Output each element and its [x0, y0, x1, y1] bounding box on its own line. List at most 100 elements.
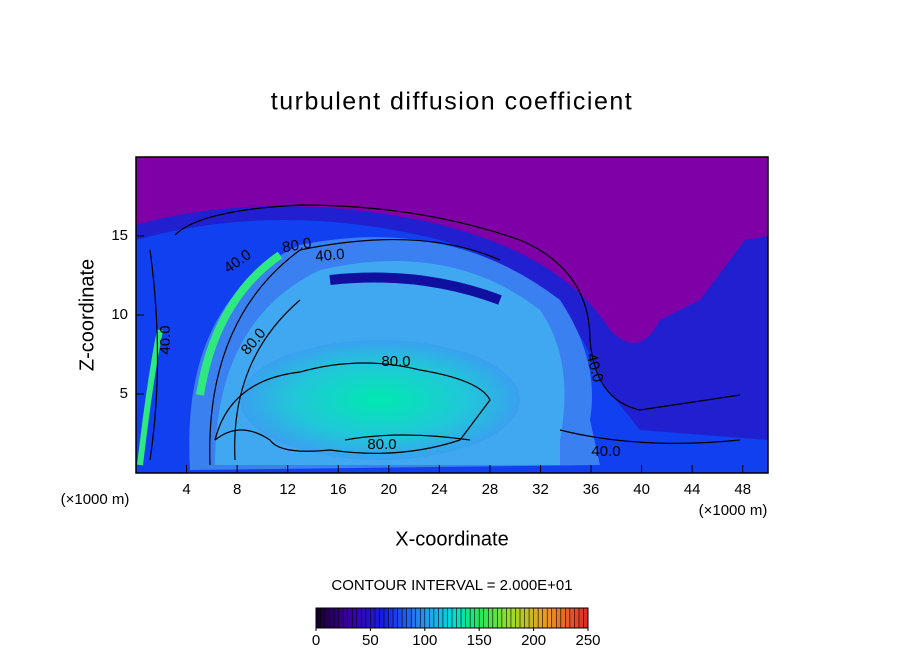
contour-label: 80.0: [281, 235, 313, 257]
x-tick-label: 16: [330, 481, 347, 498]
x-tick-label: 44: [684, 481, 701, 498]
colorbar-tick-label: 250: [575, 632, 600, 649]
colorbar-swatch: [334, 608, 339, 628]
contour-label: 80.0: [367, 436, 396, 453]
colorbar-swatch: [411, 608, 416, 628]
chart-title: turbulent diffusion coefficient: [271, 88, 633, 116]
colorbar-swatch: [533, 608, 539, 628]
colorbar-swatch: [583, 608, 588, 628]
colorbar-swatch: [365, 608, 371, 628]
colorbar-swatch: [501, 608, 507, 628]
colorbar-swatch: [529, 608, 534, 628]
colorbar-swatch: [370, 608, 375, 628]
colorbar-swatch: [420, 608, 425, 628]
colorbar-swatch: [406, 608, 412, 628]
colorbar-swatch: [320, 608, 326, 628]
colorbar-swatch: [574, 608, 579, 628]
colorbar-swatch: [479, 608, 484, 628]
colorbar-swatch: [569, 608, 575, 628]
colorbar-swatch: [547, 608, 552, 628]
colorbar-swatch: [542, 608, 548, 628]
colorbar-tick-label: 0: [312, 632, 320, 649]
colorbar-swatch: [384, 608, 389, 628]
colorbar-swatch: [488, 608, 493, 628]
colorbar-swatch: [424, 608, 430, 628]
colorbar-swatch: [393, 608, 398, 628]
colorbar-swatch: [578, 608, 584, 628]
field-streak: [329, 272, 502, 305]
colorbar-swatch: [452, 608, 457, 628]
colorbar-swatch: [447, 608, 452, 628]
colorbar-swatch: [465, 608, 471, 628]
x-tick-label: 28: [482, 481, 499, 498]
colorbar-swatch: [510, 608, 516, 628]
contour-label: 40.0: [157, 325, 174, 354]
colorbar-tick-label: 150: [467, 632, 492, 649]
colorbar-swatch: [329, 608, 335, 628]
colorbar-swatch: [402, 608, 407, 628]
x-axis-label: X-coordinate: [395, 528, 508, 550]
colorbar-swatch: [483, 608, 489, 628]
colorbar-swatch: [551, 608, 557, 628]
y-tick-label: 5: [120, 385, 128, 402]
field: [136, 157, 768, 473]
colorbar-swatch: [461, 608, 466, 628]
colorbar-swatch: [343, 608, 348, 628]
colorbar-swatch: [497, 608, 502, 628]
x-unit-label: (×1000 m): [61, 491, 130, 508]
colorbar-swatch: [352, 608, 357, 628]
x-tick-label: 20: [380, 481, 397, 498]
y-tick-label: 15: [111, 227, 128, 244]
x-tick-label: 4: [182, 481, 190, 498]
colorbar-swatch: [520, 608, 525, 628]
x-tick-label: 32: [532, 481, 549, 498]
y-axis-label: Z-coordinate: [76, 259, 98, 371]
colorbar-swatch: [316, 608, 321, 628]
contour-lines: [149, 204, 741, 466]
colorbar-frame: [315, 607, 589, 629]
x-unit-label: (×1000 m): [699, 502, 768, 519]
contour-interval: CONTOUR INTERVAL = 2.000E+01: [331, 577, 572, 594]
colorbar-tick-label: 50: [362, 632, 379, 649]
colorbar-swatch: [560, 608, 566, 628]
x-tick-label: 12: [279, 481, 296, 498]
colorbar-swatch: [397, 608, 403, 628]
colorbar-swatch: [470, 608, 475, 628]
colorbar-swatch: [556, 608, 561, 628]
colorbar-swatch: [442, 608, 448, 628]
colorbar-swatch: [347, 608, 353, 628]
contour-label: 80.0: [381, 353, 410, 370]
colorbar-swatch: [415, 608, 421, 628]
colorbar-swatch: [524, 608, 530, 628]
x-tick-label: 48: [734, 481, 751, 498]
colorbar-swatch: [388, 608, 394, 628]
colorbar-swatch: [456, 608, 462, 628]
colorbar-swatch: [538, 608, 543, 628]
x-tick-label: 40: [633, 481, 650, 498]
x-tick-label: 8: [233, 481, 241, 498]
colorbar-swatch: [374, 608, 380, 628]
contour-label: 40.0: [315, 246, 346, 265]
colorbar-swatch: [429, 608, 434, 628]
colorbar-swatch: [379, 608, 384, 628]
x-tick-label: 36: [583, 481, 600, 498]
colorbar-swatch: [506, 608, 511, 628]
y-tick-label: 10: [111, 306, 128, 323]
contour-label: 40.0: [583, 352, 607, 385]
colorbar-tick-label: 200: [521, 632, 546, 649]
colorbar-swatch: [433, 608, 439, 628]
colorbar-swatch: [325, 608, 330, 628]
colorbar-swatch: [438, 608, 443, 628]
colorbar-swatch: [361, 608, 366, 628]
colorbar-swatch: [565, 608, 570, 628]
field-streak: [196, 251, 283, 396]
colorbar-swatch: [492, 608, 498, 628]
colorbar-swatch: [474, 608, 480, 628]
colorbar-tick-label: 100: [412, 632, 437, 649]
x-tick-label: 24: [431, 481, 448, 498]
colorbar-swatch: [356, 608, 362, 628]
colorbar-swatch: [515, 608, 520, 628]
colorbar-swatch: [338, 608, 344, 628]
contour-label: 40.0: [591, 443, 620, 460]
